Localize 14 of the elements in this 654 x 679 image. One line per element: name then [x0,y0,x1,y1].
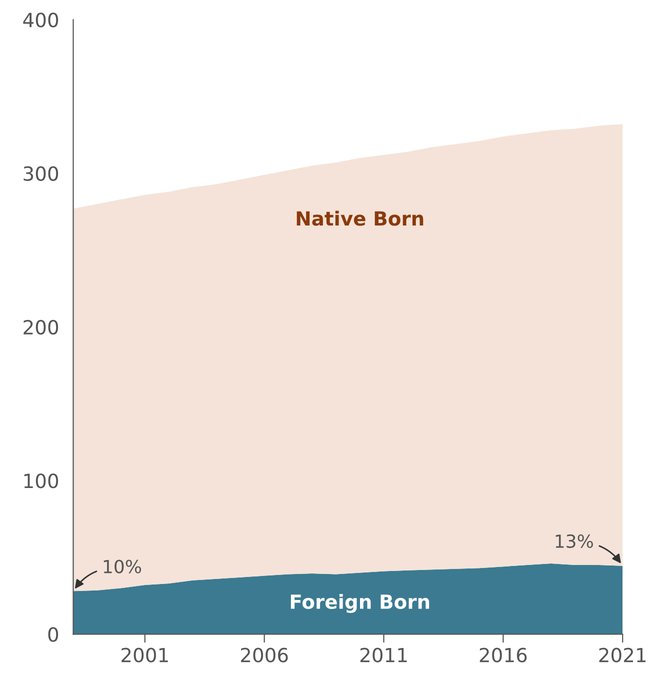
x-tick-label: 2016 [480,648,527,662]
y-tick-label: 0 [48,627,58,642]
x-tick-label: 2011 [360,648,407,662]
x-tick-label: 2001 [122,648,168,662]
annotation: 13% [556,534,593,548]
y-tick-label: 200 [24,320,58,335]
x-tick-label: 2006 [241,648,288,662]
y-tick-label: 300 [24,166,58,181]
series-label: Foreign Born [290,594,430,613]
x-tick-label: 2021 [599,648,646,662]
y-tick-label: 400 [23,12,58,28]
annotation: 10% [104,560,142,574]
series-label: Native Born [296,210,424,226]
y-tick-label: 100 [24,474,58,488]
